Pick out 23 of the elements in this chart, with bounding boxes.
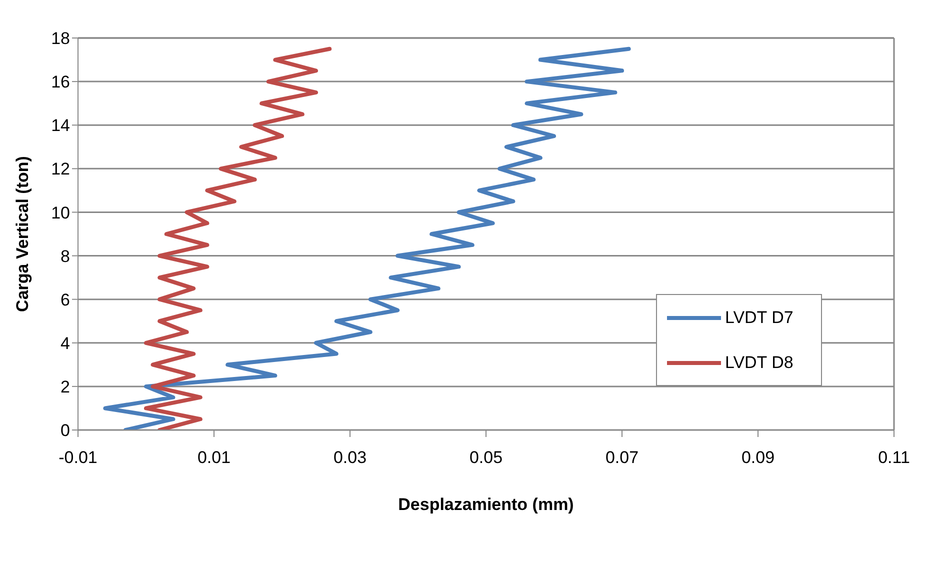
y-tick-label: 0 [60,421,70,440]
y-tick-label: 4 [60,334,70,353]
x-tick-label: 0.07 [605,448,639,468]
line-series [144,46,332,430]
y-axis-title: Carga Vertical (ton) [13,156,32,312]
y-tick-label: 12 [51,160,70,179]
y-tick-label: 2 [60,377,70,396]
y-tick-label: 14 [51,116,70,136]
x-tick-label: 0.01 [197,448,231,468]
x-tick-label: -0.01 [58,448,98,468]
x-tick-label: 0.03 [333,448,367,468]
y-tick-label: 8 [60,246,70,266]
y-tick-label: 16 [51,72,70,92]
x-axis-title: Desplazamiento (mm) [398,495,574,514]
y-tick-label: 6 [60,290,70,310]
legend-label: LVDT D8 [725,352,794,372]
legend-label: LVDT D7 [725,308,794,328]
line-series [103,46,631,430]
x-tick-label: 0.05 [469,448,503,468]
x-tick-label: 0.09 [741,448,775,468]
x-tick-label: 0.11 [878,448,910,468]
y-tick-label: 18 [51,29,70,48]
y-tick-label: 10 [51,203,70,222]
